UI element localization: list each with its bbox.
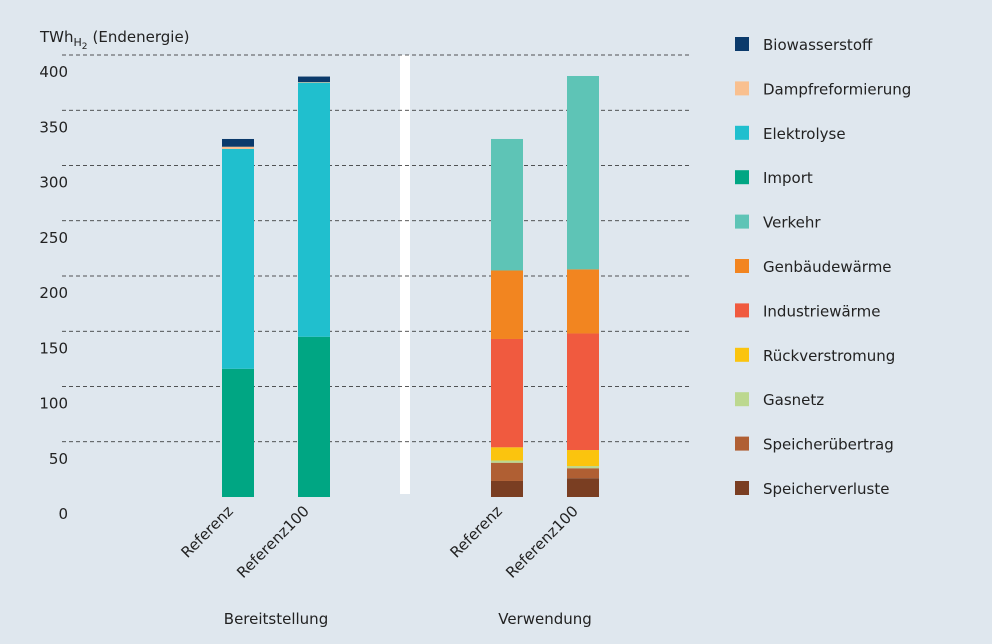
y-tick-label: 50 [49,450,68,468]
bar-segment [567,75,599,270]
legend-label: Speicherübertrag [763,436,894,454]
x-tick-label: Referenz [446,502,505,561]
group-label: Bereitstellung [224,610,328,628]
bar-segment [567,333,599,451]
bar-segment [567,478,599,497]
separator [400,55,410,494]
bar-segment [491,447,523,461]
legend-swatch [735,170,749,185]
bar-segment [491,460,523,463]
legend-swatch [735,214,749,229]
legend-label: Speicherverluste [763,480,889,498]
legend-label: Dampfreformierung [763,80,911,98]
bar-segment [298,336,330,497]
bar-segment [222,148,254,369]
bar-segment [567,450,599,467]
legend-label: Import [763,169,813,187]
bar-segment [491,138,523,271]
bar-segment [491,338,523,448]
bar-segment [298,76,330,83]
legend-swatch [735,81,749,96]
x-tick-label: Referenz100 [233,502,313,582]
bar-segment [222,146,254,149]
y-unit-subsub: 2 [82,42,88,52]
legend-label: Elektrolyse [763,125,846,143]
y-axis-label: TWhH2 (Endenergie) [39,28,190,52]
legend-swatch [735,436,749,451]
y-unit: TWh [39,28,74,46]
bar-segment [298,82,330,337]
legend-swatch [735,37,749,51]
bar-segment [222,368,254,497]
legend-label: Gasnetz [763,391,824,409]
y-tick-label: 150 [39,339,68,357]
y-tick-label: 400 [39,63,68,81]
bar-segment [567,269,599,334]
legend-label: Genbäudewärme [763,258,892,276]
legend-swatch [735,481,749,495]
y-label-rest: (Endenergie) [93,28,190,46]
y-tick-label: 300 [39,174,68,192]
x-tick-label: Referenz100 [502,502,582,582]
legend-label: Verkehr [763,214,821,232]
legend-swatch [735,259,749,273]
legend-swatch [735,125,749,140]
y-tick-label: 100 [39,395,68,413]
y-tick-label: 200 [39,284,68,302]
legend-label: Biowasserstoff [763,36,873,54]
y-tick-label: 250 [39,229,68,247]
bar-segment [222,138,254,147]
bar-segment [567,468,599,479]
y-unit-sub: H [74,36,82,49]
legend-swatch [735,303,749,318]
bar-segment [491,480,523,497]
legend-swatch [735,392,749,407]
legend-swatch [735,347,749,362]
group-label: Verwendung [498,610,592,628]
x-tick-label: Referenz [177,502,236,561]
y-tick-label: 350 [39,118,68,136]
bar-segment [298,82,330,83]
y-tick-label: 0 [58,505,68,523]
legend-label: Rückverstromung [763,347,895,365]
bar-segment [491,462,523,481]
bar-segment [567,466,599,469]
legend-label: Industriewärme [763,302,880,320]
bar-segment [491,270,523,339]
